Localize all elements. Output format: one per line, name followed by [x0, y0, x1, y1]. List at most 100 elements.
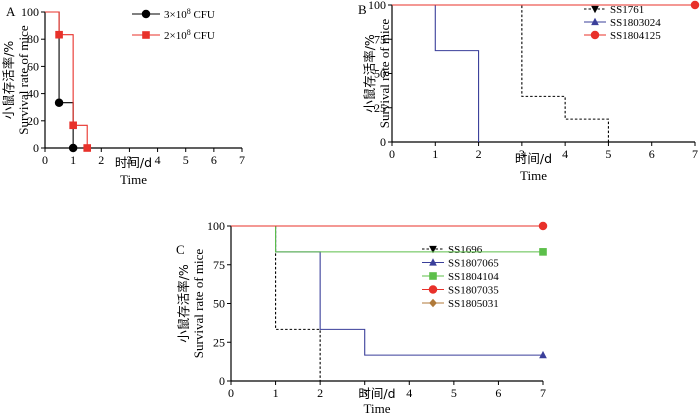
y-tick-label: 25 [374, 101, 386, 115]
legend-entry: SS1807065 [422, 258, 499, 270]
x-axis-title: Time [520, 168, 547, 183]
panel-b: B 0 1 2 3 4 5 6 7 0 25 50 75 100 小鼠存活率/% Survival rate … [358, 0, 700, 183]
panel-label: C [176, 242, 185, 257]
panel-c: C 0 1 2 3 4 5 6 7 0 25 50 75 100 小鼠存活率/% Survival rate … [176, 219, 548, 414]
data-point [68, 143, 78, 153]
y-tick-label: 80 [27, 32, 39, 46]
y-axis-title: Survival rate of mice [16, 25, 31, 135]
legend-label: SS1807065 [448, 258, 499, 270]
legend-marker [428, 285, 438, 294]
x-tick-label: 1 [432, 147, 438, 161]
y-tick-label: 50 [374, 67, 386, 81]
x-tick-label: 4 [562, 147, 568, 161]
legend-entry: 2×108 CFU [132, 28, 215, 42]
series-2-10 [45, 11, 92, 152]
legend-entry: SS1761 [584, 4, 644, 16]
series-ss1807035 [231, 221, 548, 231]
series-line [231, 225, 543, 253]
y-tick-label: 100 [21, 5, 39, 19]
x-tick-label: 7 [540, 386, 546, 400]
panel-label: A [6, 4, 16, 19]
y-tick-label: 75 [213, 258, 225, 272]
y-tick-label: 0 [380, 135, 386, 149]
y-axis-title-cn: 小鼠存活率/% [176, 264, 191, 343]
y-tick-label: 60 [27, 59, 39, 73]
y-axis-title-cn: 小鼠存活率/% [362, 34, 377, 113]
series-ss1803024 [392, 4, 480, 142]
legend-label: SS1804125 [610, 30, 661, 42]
y-tick-label: 25 [213, 335, 225, 349]
series-ss1761 [392, 4, 609, 142]
x-tick-label: 0 [42, 153, 48, 167]
legend-entry: SS1696 [422, 244, 483, 256]
legend-label: SS1696 [448, 244, 483, 256]
legend-entry: SS1804125 [584, 30, 661, 42]
x-tick-label: 3 [362, 386, 368, 400]
series-ss1804104 [231, 225, 547, 256]
x-tick-label: 7 [239, 153, 245, 167]
x-tick-label: 2 [476, 147, 482, 161]
x-tick-label: 4 [155, 153, 161, 167]
legend-label: 3×108 CFU [164, 7, 215, 21]
x-axis-title-cn: 时间/d [358, 386, 395, 401]
legend-entry: SS1804104 [422, 271, 499, 283]
x-tick-label: 6 [649, 147, 655, 161]
legend-marker [429, 298, 437, 308]
legend-label: SS1803024 [610, 17, 661, 29]
series-line [392, 4, 480, 142]
x-axis-title-cn: 时间/d [515, 151, 552, 166]
y-tick-label: 0 [33, 141, 39, 155]
x-axis-title: Time [120, 172, 147, 187]
y-axis-title-cn: 小鼠存活率/% [1, 41, 16, 120]
x-axis-title: Time [364, 401, 391, 414]
legend-entry: SS1807035 [422, 285, 499, 297]
legend-label: 2×108 CFU [164, 28, 215, 42]
data-point [55, 30, 63, 39]
legend-label: SS1805031 [448, 298, 499, 310]
x-tick-label: 2 [317, 386, 323, 400]
legend-marker [429, 245, 437, 254]
x-tick-label: 2 [98, 153, 104, 167]
x-tick-label: 3 [519, 147, 525, 161]
x-tick-label: 1 [273, 386, 279, 400]
y-tick-label: 50 [213, 297, 225, 311]
legend-label: SS1804104 [448, 271, 499, 283]
x-tick-label: 5 [451, 386, 457, 400]
panel-a: A 0 1 2 3 4 5 6 7 0 20 40 60 80 100 小鼠存活率/% Survival rat… [1, 4, 245, 187]
legend-marker [590, 30, 600, 40]
legend-marker [429, 258, 437, 266]
x-tick-label: 1 [70, 153, 76, 167]
data-point [539, 350, 547, 359]
legend-entry: 3×108 CFU [132, 7, 215, 21]
x-tick-label: 6 [495, 386, 501, 400]
x-tick-label: 7 [692, 147, 698, 161]
legend-marker [591, 5, 599, 14]
data-point [83, 144, 92, 152]
y-axis-title: Survival rate of mice [377, 19, 392, 129]
legend-entry: SS1803024 [584, 17, 661, 29]
legend-entry: SS1805031 [422, 298, 499, 310]
data-point [539, 248, 547, 256]
y-tick-label: 75 [374, 32, 386, 46]
legend-marker [591, 17, 599, 26]
x-tick-label: 0 [228, 386, 234, 400]
x-axis-title-cn: 时间/d [115, 155, 152, 170]
x-tick-label: 3 [126, 153, 132, 167]
series-ss1804125 [392, 0, 700, 10]
y-axis-title: Survival rate of mice [191, 249, 206, 359]
series-ss1807065 [231, 225, 547, 359]
legend-marker [141, 9, 151, 19]
panel-label: B [358, 2, 367, 17]
y-tick-label: 0 [219, 374, 225, 388]
legend-label: SS1807035 [448, 285, 499, 297]
x-tick-label: 4 [406, 386, 412, 400]
y-tick-label: 100 [207, 219, 225, 233]
x-tick-label: 6 [211, 153, 217, 167]
x-tick-label: 5 [183, 153, 189, 167]
y-tick-label: 20 [27, 114, 39, 128]
data-point [54, 98, 64, 107]
y-tick-label: 100 [368, 0, 386, 12]
legend-label: SS1761 [610, 4, 644, 16]
data-point [690, 0, 700, 10]
